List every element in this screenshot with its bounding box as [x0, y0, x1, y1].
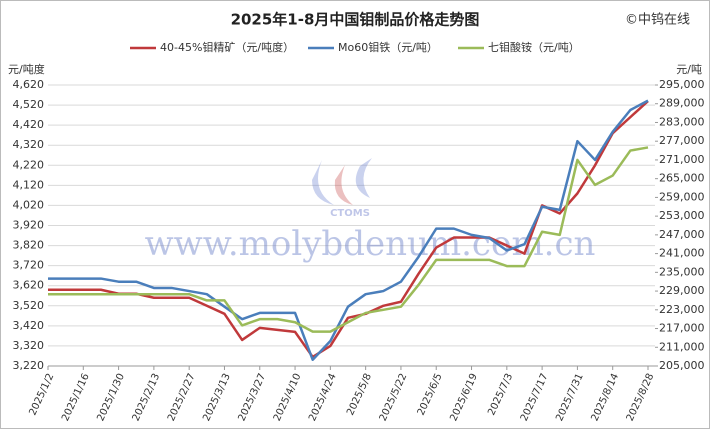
- series-line: [48, 146, 649, 333]
- y2-tick-label: 289,000: [659, 97, 705, 110]
- y2-tick-label: 223,000: [659, 303, 705, 316]
- y-tick-label: 4,620: [13, 78, 45, 91]
- legend-label: 七钼酸铵（元/吨）: [488, 40, 580, 54]
- y2-tick-label: 277,000: [659, 134, 705, 147]
- y-tick-label: 3,920: [13, 219, 45, 232]
- watermark: www.molybdenum.com.cn: [145, 224, 596, 264]
- y2-tick-label: 235,000: [659, 265, 705, 278]
- y-tick-label: 3,220: [13, 359, 45, 372]
- series-line: [48, 99, 649, 362]
- y-tick-label: 4,220: [13, 158, 45, 171]
- logo: CTOMS: [312, 158, 372, 219]
- y-tick-label: 3,520: [13, 299, 45, 312]
- y2-tick-label: 247,000: [659, 228, 705, 241]
- y-tick-label: 4,120: [13, 178, 45, 191]
- y2-tick-label: 271,000: [659, 153, 705, 166]
- y2-tick-label: 265,000: [659, 172, 705, 185]
- legend-label: Mo60钼铁（元/吨）: [338, 40, 438, 54]
- y2-tick-label: 217,000: [659, 322, 705, 335]
- chart-title: 2025年1-8月中国钼制品价格走势图: [231, 11, 480, 29]
- y-tick-label: 3,320: [13, 339, 45, 352]
- y-tick-label: 3,720: [13, 259, 45, 272]
- y2-tick-label: 283,000: [659, 115, 705, 128]
- y-axis-label: 元/吨度: [8, 62, 45, 76]
- y2-axis-label: 元/吨: [676, 63, 702, 76]
- y2-tick-label: 259,000: [659, 190, 705, 203]
- y2-tick-label: 205,000: [659, 359, 705, 372]
- y-tick-label: 4,520: [13, 98, 45, 111]
- y-tick-label: 3,620: [13, 279, 45, 292]
- y2-tick-label: 229,000: [659, 284, 705, 297]
- y2-tick-label: 211,000: [659, 340, 705, 353]
- legend-label: 40-45%钼精矿（元/吨度）: [160, 40, 294, 54]
- y-tick-label: 4,020: [13, 198, 45, 211]
- y-tick-label: 3,820: [13, 239, 45, 252]
- y-tick-label: 4,420: [13, 118, 45, 131]
- y2-tick-label: 295,000: [659, 78, 705, 91]
- source: ©中钨在线: [625, 12, 690, 28]
- y-tick-label: 4,320: [13, 138, 45, 151]
- logo-text: CTOMS: [330, 208, 370, 219]
- y2-tick-label: 241,000: [659, 247, 705, 260]
- y-tick-label: 3,420: [13, 319, 45, 332]
- y2-tick-label: 253,000: [659, 209, 705, 222]
